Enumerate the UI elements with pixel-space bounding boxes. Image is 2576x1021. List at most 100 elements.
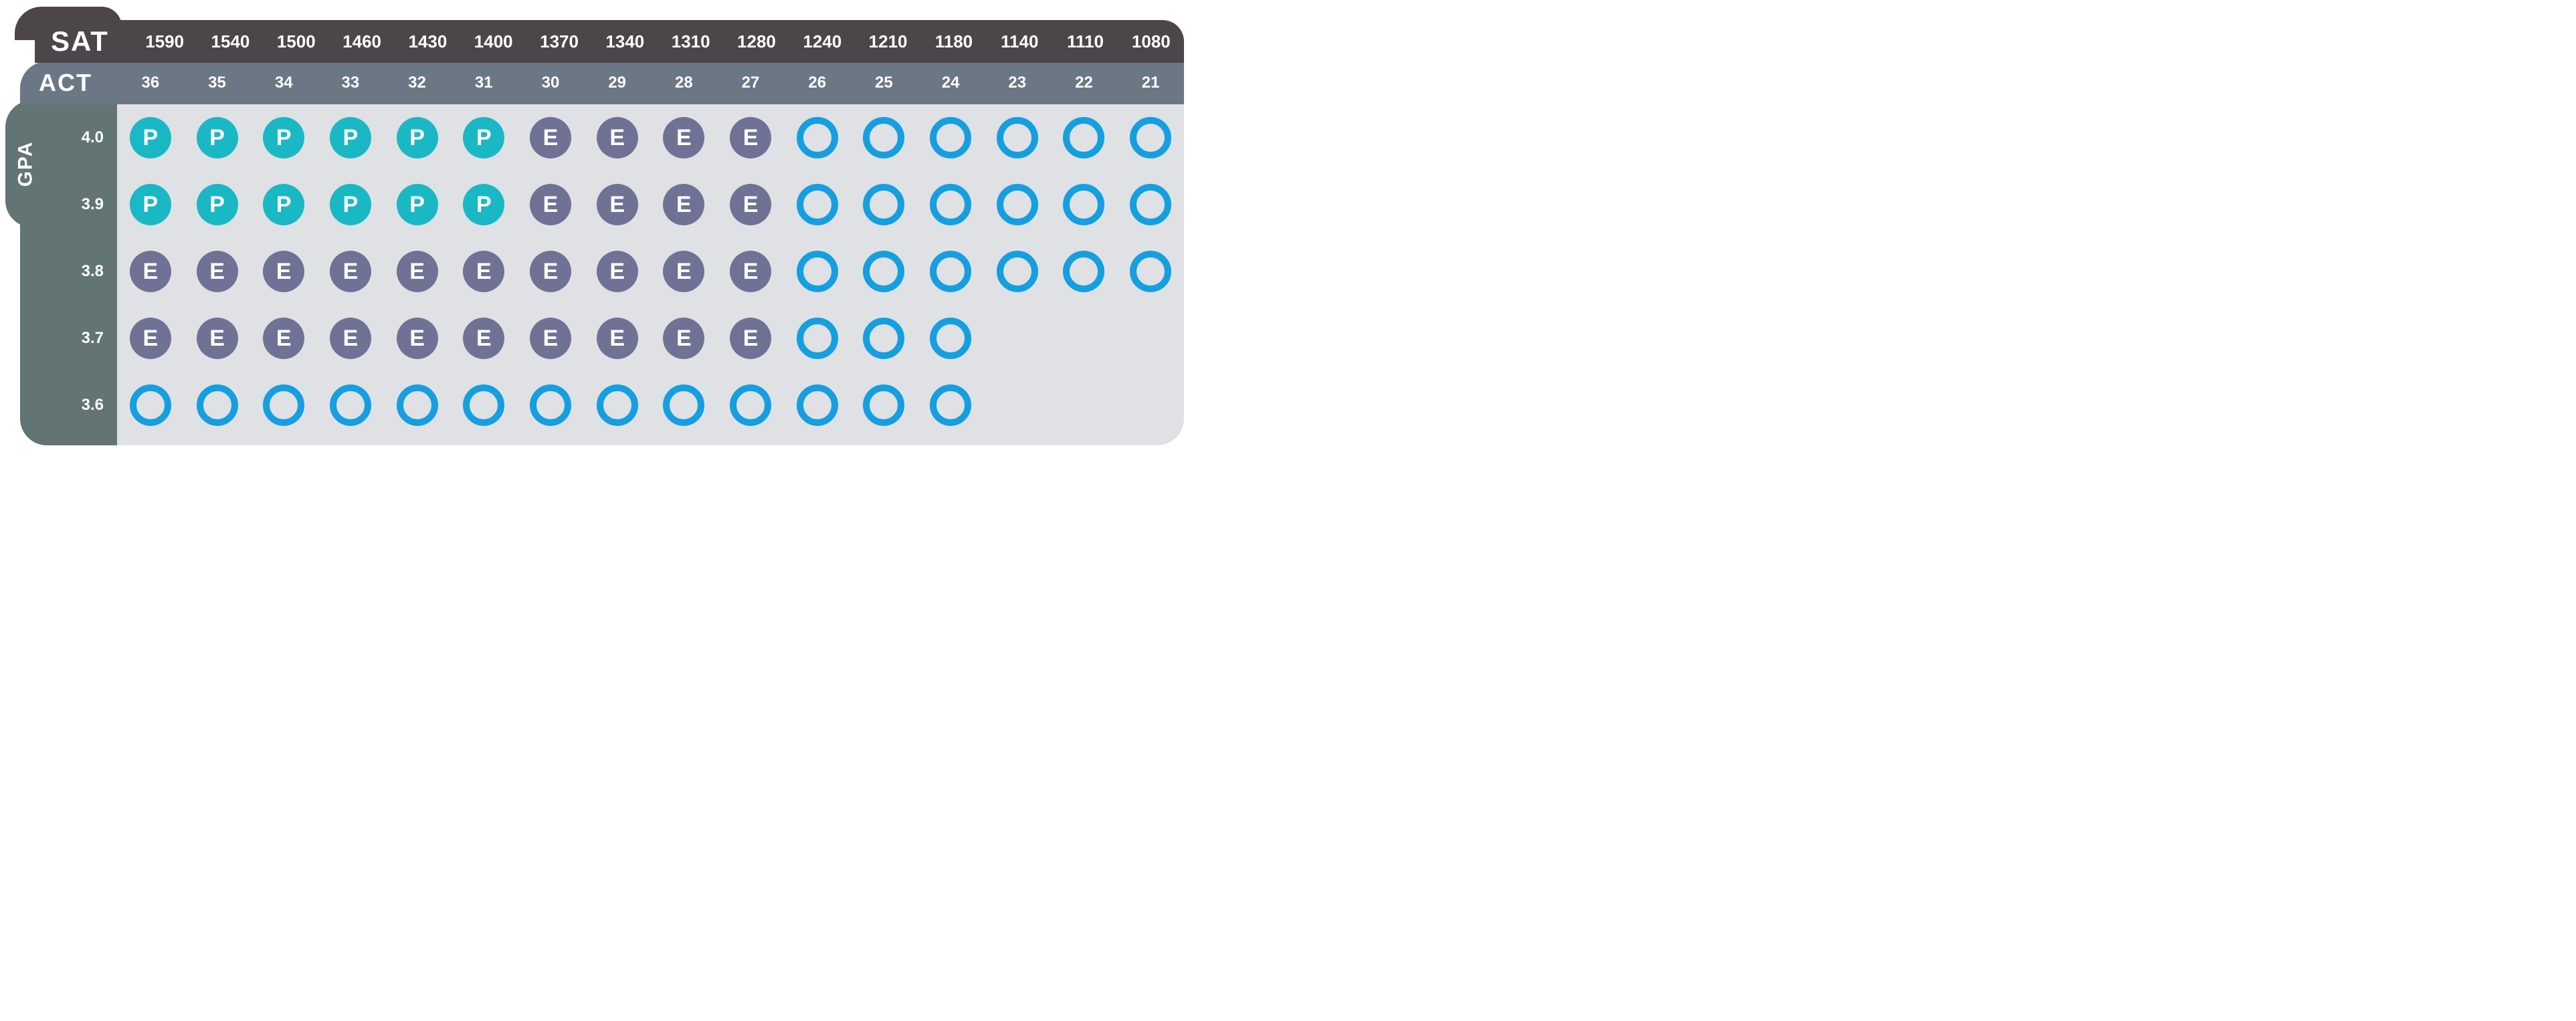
sat-columns: 1590154015001460143014001370134013101280… bbox=[132, 31, 1184, 52]
grid-cell: O bbox=[117, 384, 184, 426]
badge-p: P bbox=[197, 117, 238, 158]
badge-o: O bbox=[463, 384, 504, 426]
badge-o: O bbox=[663, 384, 704, 426]
badge-o: O bbox=[930, 184, 971, 225]
act-col: 32 bbox=[384, 74, 451, 92]
sat-label: SAT bbox=[35, 25, 132, 58]
grid-cell: E bbox=[517, 184, 584, 225]
grid-cell: P bbox=[317, 184, 384, 225]
act-col: 23 bbox=[984, 74, 1051, 92]
act-col: 35 bbox=[184, 74, 251, 92]
grid-cell: E bbox=[651, 117, 718, 158]
grid-cell: O bbox=[1051, 251, 1118, 292]
grid-cell: E bbox=[717, 117, 784, 158]
grid-cell: P bbox=[450, 184, 517, 225]
badge-o: O bbox=[1130, 117, 1171, 158]
badge-o: O bbox=[930, 117, 971, 158]
grid-cell: E bbox=[184, 251, 251, 292]
grid-cell bbox=[1051, 318, 1118, 359]
grid-cell: O bbox=[784, 184, 851, 225]
act-header-bar: ACT 36353433323130292827262524232221 bbox=[20, 62, 1184, 104]
grid-cell: O bbox=[984, 117, 1051, 158]
badge-p: P bbox=[463, 117, 504, 158]
grid-cell: E bbox=[717, 251, 784, 292]
badge-e: E bbox=[397, 318, 438, 359]
gpa-row-label: 4.0 bbox=[20, 104, 117, 171]
grid-cell: E bbox=[651, 251, 718, 292]
grid-cell: O bbox=[984, 184, 1051, 225]
grid-cell: P bbox=[117, 117, 184, 158]
grid-cell: P bbox=[117, 184, 184, 225]
grid-cell: O bbox=[784, 318, 851, 359]
sat-col: 1500 bbox=[264, 31, 329, 52]
grid-cell: E bbox=[517, 318, 584, 359]
badge-e: E bbox=[663, 318, 704, 359]
grid-cell: E bbox=[517, 251, 584, 292]
gpa-row-labels: 4.03.93.83.73.6 bbox=[20, 104, 117, 439]
grid-cell: O bbox=[917, 384, 984, 426]
badge-o: O bbox=[730, 384, 771, 426]
grid-cell: P bbox=[450, 117, 517, 158]
act-col: 36 bbox=[117, 74, 184, 92]
grid-cell: P bbox=[184, 117, 251, 158]
grid-cell: E bbox=[717, 318, 784, 359]
grid-cell: E bbox=[651, 318, 718, 359]
grid-cell: O bbox=[717, 384, 784, 426]
grid-cell: O bbox=[917, 184, 984, 225]
act-label: ACT bbox=[20, 69, 117, 97]
badge-p: P bbox=[330, 117, 371, 158]
badge-o: O bbox=[797, 384, 838, 426]
badge-o: O bbox=[863, 384, 904, 426]
grid-cell: O bbox=[784, 251, 851, 292]
badge-o: O bbox=[997, 251, 1038, 292]
badge-o: O bbox=[930, 251, 971, 292]
grid-cell: O bbox=[917, 251, 984, 292]
badge-e: E bbox=[263, 318, 304, 359]
badge-o: O bbox=[130, 384, 171, 426]
gpa-sidebar: GPA 4.03.93.83.73.6 bbox=[20, 104, 117, 445]
grid-cell: O bbox=[651, 384, 718, 426]
badge-o: O bbox=[863, 251, 904, 292]
badge-p: P bbox=[197, 184, 238, 225]
gpa-row-label: 3.9 bbox=[20, 171, 117, 238]
act-col: 21 bbox=[1117, 74, 1184, 92]
act-col: 25 bbox=[851, 74, 918, 92]
grid-cell: O bbox=[851, 318, 918, 359]
sat-col: 1540 bbox=[197, 31, 263, 52]
badge-e: E bbox=[330, 251, 371, 292]
badge-o: O bbox=[797, 117, 838, 158]
badge-e: E bbox=[730, 117, 771, 158]
sat-col: 1110 bbox=[1052, 31, 1118, 52]
grid-cell: E bbox=[384, 318, 451, 359]
grid-cell bbox=[1051, 384, 1118, 426]
badge-o: O bbox=[863, 117, 904, 158]
grid-cell: O bbox=[784, 117, 851, 158]
grid-cell: P bbox=[250, 117, 317, 158]
badge-o: O bbox=[930, 318, 971, 359]
grid-row: PPPPPPEEEEOOOOOO bbox=[117, 171, 1184, 238]
sat-header-bar: SAT 159015401500146014301400137013401310… bbox=[35, 20, 1184, 63]
badge-o: O bbox=[1130, 184, 1171, 225]
grid-cell: O bbox=[917, 318, 984, 359]
badge-p: P bbox=[130, 184, 171, 225]
grid-area: PPPPPPEEEEOOOOOOPPPPPPEEEEOOOOOOEEEEEEEE… bbox=[117, 104, 1184, 445]
grid-cell: O bbox=[517, 384, 584, 426]
gpa-row-label: 3.6 bbox=[20, 372, 117, 439]
badge-e: E bbox=[263, 251, 304, 292]
act-col: 29 bbox=[584, 74, 651, 92]
grid-cell bbox=[984, 384, 1051, 426]
gpa-row-label: 3.8 bbox=[20, 238, 117, 305]
grid-cell: E bbox=[584, 117, 651, 158]
badge-o: O bbox=[997, 117, 1038, 158]
sat-col: 1400 bbox=[461, 31, 526, 52]
badge-o: O bbox=[330, 384, 371, 426]
act-columns: 36353433323130292827262524232221 bbox=[117, 74, 1184, 92]
badge-p: P bbox=[397, 184, 438, 225]
badge-e: E bbox=[130, 318, 171, 359]
grid-cell: E bbox=[584, 251, 651, 292]
badge-e: E bbox=[530, 117, 571, 158]
badge-o: O bbox=[797, 318, 838, 359]
grid-cell: E bbox=[250, 318, 317, 359]
badge-o: O bbox=[1063, 184, 1104, 225]
grid-cell: O bbox=[1117, 117, 1184, 158]
